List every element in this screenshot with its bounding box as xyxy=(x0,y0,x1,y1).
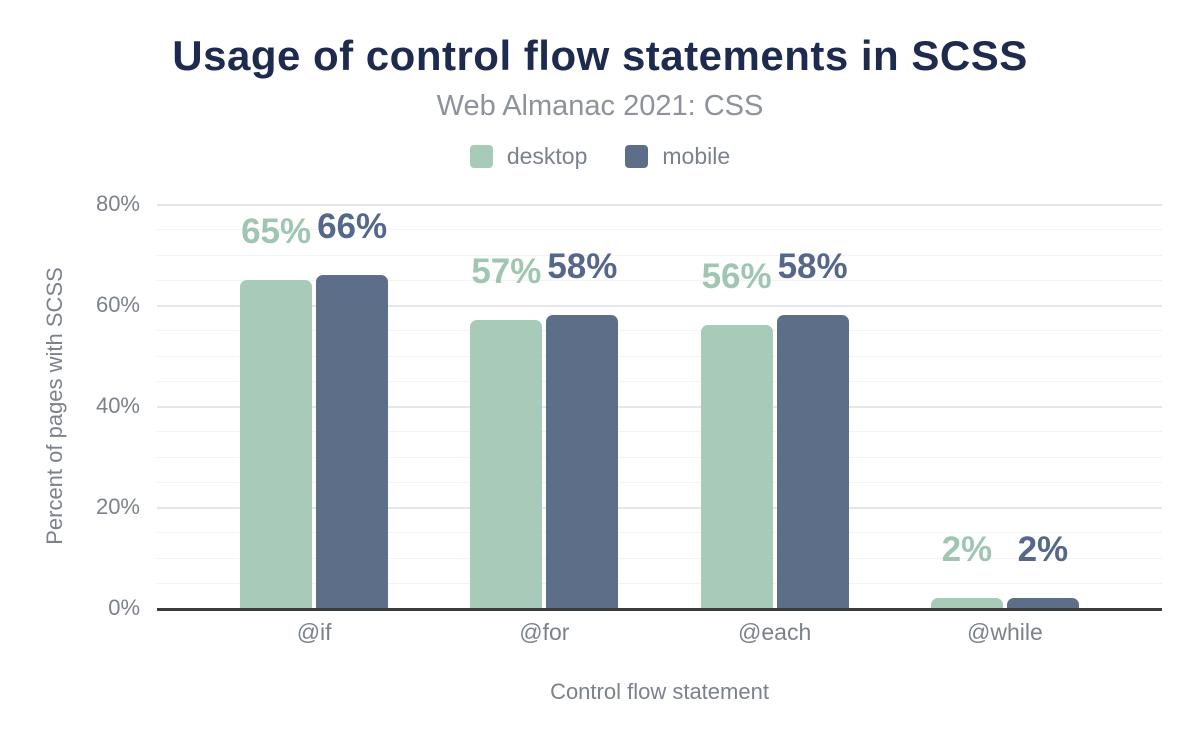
gridline-minor xyxy=(157,380,1162,382)
bar-mobile-each xyxy=(776,315,849,608)
gridline-major xyxy=(157,305,1162,307)
legend-label: mobile xyxy=(662,143,731,169)
gridline-minor xyxy=(157,279,1162,281)
value-label-desktop: 65% xyxy=(241,211,312,251)
bar-desktop-while xyxy=(930,597,1003,608)
gridline-minor xyxy=(157,532,1162,534)
gridline-minor xyxy=(157,557,1162,559)
bar-desktop-if xyxy=(240,279,313,608)
value-label-mobile: 58% xyxy=(777,247,848,287)
y-tick-label: 0% xyxy=(108,595,140,620)
value-label-mobile: 66% xyxy=(317,206,388,246)
value-label-mobile: 2% xyxy=(1017,529,1069,569)
legend-swatch-mobile xyxy=(625,145,649,168)
bar-desktop-for xyxy=(470,320,543,608)
legend-label: desktop xyxy=(506,143,588,169)
value-label-mobile: 58% xyxy=(547,247,618,287)
y-tick-label: 80% xyxy=(95,191,140,216)
legend-swatch-desktop xyxy=(469,145,493,168)
y-tick-label: 20% xyxy=(95,494,140,519)
gridline-minor xyxy=(157,431,1162,433)
gridline-minor xyxy=(157,456,1162,458)
gridline-minor xyxy=(157,330,1162,332)
category-label: @each xyxy=(738,619,812,645)
bar-mobile-while xyxy=(1006,597,1079,608)
gridline-minor xyxy=(157,229,1162,231)
category-label: @for xyxy=(519,619,570,645)
gridline-minor xyxy=(157,582,1162,584)
chart-title: Usage of control flow statements in SCSS xyxy=(172,32,1028,79)
gridline-major xyxy=(157,406,1162,408)
gridline-minor xyxy=(157,481,1162,483)
category-label: @if xyxy=(296,619,332,645)
bar-mobile-if xyxy=(316,274,389,608)
legend-item-desktop: desktop xyxy=(469,143,588,170)
value-label-desktop: 56% xyxy=(701,257,772,297)
y-tick-label: 40% xyxy=(95,393,140,418)
legend-item-mobile: mobile xyxy=(625,143,730,170)
chart-subtitle: Web Almanac 2021: CSS xyxy=(436,90,764,122)
legend: desktop mobile xyxy=(0,143,1200,170)
plot-area: 65% 66% 57% 58% 56% 58% 2% 2% xyxy=(157,204,1162,611)
category-label: @while xyxy=(966,619,1043,645)
bar-desktop-each xyxy=(700,325,773,608)
gridline-minor xyxy=(157,355,1162,357)
value-label-desktop: 57% xyxy=(471,252,542,292)
value-label-desktop: 2% xyxy=(941,529,993,569)
gridline-minor xyxy=(157,254,1162,256)
y-tick-label: 60% xyxy=(95,292,140,317)
gridline-major xyxy=(157,507,1162,509)
bar-mobile-for xyxy=(546,315,619,608)
gridline-major xyxy=(157,204,1162,206)
x-axis-title: Control flow statement xyxy=(550,679,769,704)
